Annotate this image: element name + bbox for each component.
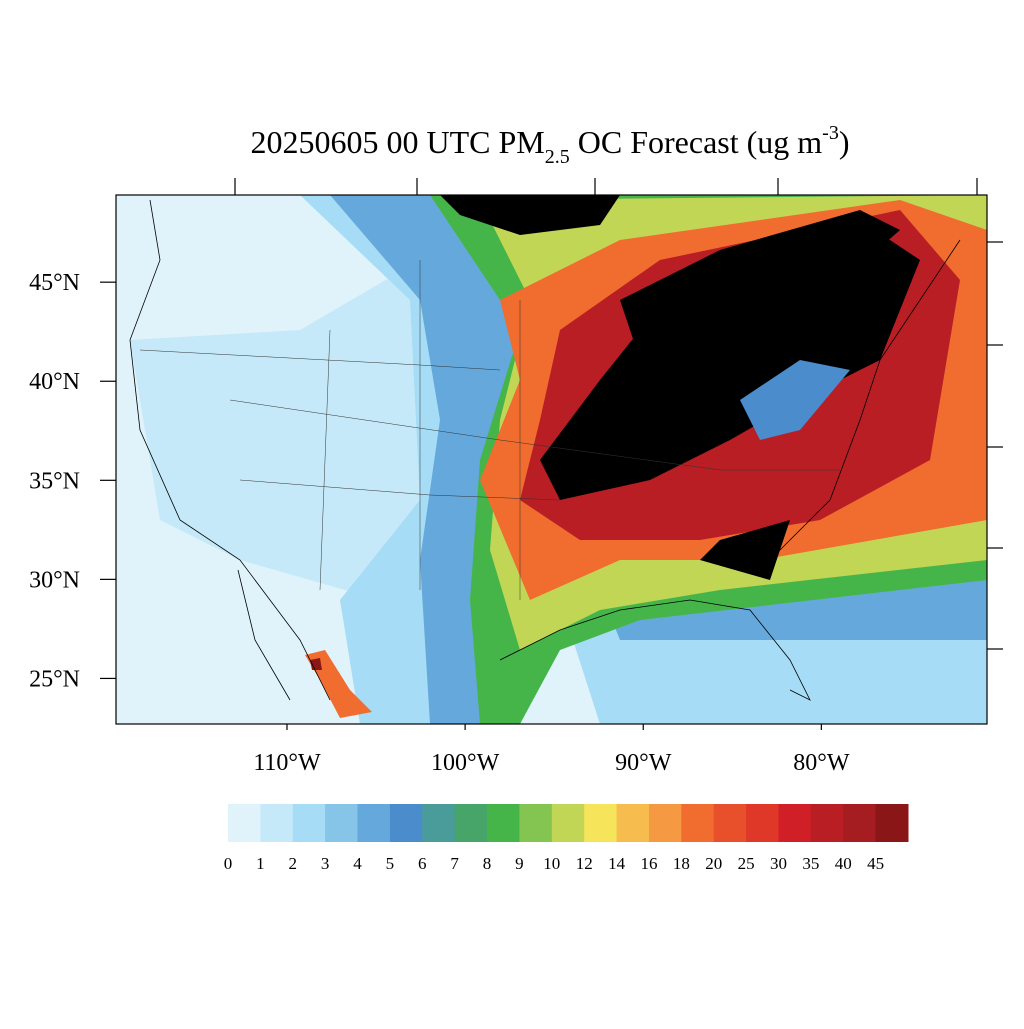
field-region xyxy=(130,260,430,600)
colorbar-label: 8 xyxy=(483,854,492,873)
field-region xyxy=(305,650,372,718)
colorbar-label: 2 xyxy=(289,854,298,873)
colorbar-label: 14 xyxy=(608,854,626,873)
colorbar-label: 30 xyxy=(770,854,787,873)
x-tick-label: 80°W xyxy=(793,750,850,776)
colorbar-label: 5 xyxy=(386,854,395,873)
x-tick-label: 90°W xyxy=(615,750,672,776)
colorbar-box xyxy=(389,804,423,842)
colorbar-box xyxy=(292,804,326,842)
colorbar-box xyxy=(422,804,456,842)
colorbar-label: 1 xyxy=(256,854,265,873)
state-boundary xyxy=(139,260,840,600)
coastline xyxy=(129,199,331,701)
map-title: 20250605 00 UTC PM2.5 OC Forecast (ug m-… xyxy=(251,122,850,168)
colorbar-box xyxy=(648,804,682,842)
colorbar-label: 16 xyxy=(640,854,657,873)
colorbar-label: 7 xyxy=(450,854,459,873)
top-ticks xyxy=(234,178,1003,650)
y-tick-label: 30°N xyxy=(29,567,80,593)
y-tick-label: 40°N xyxy=(29,369,80,395)
colorbar-box xyxy=(357,804,391,842)
colorbar-label: 35 xyxy=(802,854,819,873)
colorbar-box xyxy=(746,804,779,842)
field-region xyxy=(440,195,620,235)
colorbar-box xyxy=(325,804,359,842)
field-region xyxy=(330,195,520,724)
field-region xyxy=(620,210,900,360)
colorbar-label: 25 xyxy=(738,854,755,873)
colorbar-box xyxy=(778,804,812,842)
x-tick-label: 100°W xyxy=(431,750,500,776)
colorbar-label: 4 xyxy=(353,854,362,873)
title-text: OC Forecast (ug m xyxy=(570,124,823,160)
concentration-field xyxy=(116,195,987,724)
colorbar-box xyxy=(713,804,747,842)
colorbar-box xyxy=(519,804,553,842)
colorbar-label: 18 xyxy=(673,854,690,873)
colorbar-box xyxy=(260,804,294,842)
colorbar-label: 20 xyxy=(705,854,722,873)
coastline xyxy=(499,239,961,701)
y-tick-label: 35°N xyxy=(29,468,80,494)
y-tick-label: 45°N xyxy=(29,270,80,296)
field-region xyxy=(310,658,322,670)
colorbar-label: 45 xyxy=(867,854,884,873)
colorbar-label: 12 xyxy=(576,854,593,873)
x-tick-label: 110°W xyxy=(253,750,321,776)
colorbar-box xyxy=(616,804,650,842)
colorbar-box xyxy=(584,804,618,842)
field-region xyxy=(700,520,790,580)
title-text: ) xyxy=(839,124,850,160)
colorbar-label: 3 xyxy=(321,854,330,873)
y-tick-label: 25°N xyxy=(29,666,80,692)
title-superscript: -3 xyxy=(822,122,839,144)
colorbar-label: 10 xyxy=(543,854,560,873)
colorbar-box xyxy=(487,804,520,842)
colorbar-label: 9 xyxy=(515,854,524,873)
colorbar-box xyxy=(810,804,844,842)
colorbar-box xyxy=(875,804,909,842)
colorbar-label: 6 xyxy=(418,854,427,873)
colorbar-box xyxy=(681,804,715,842)
title-subscript: 2.5 xyxy=(545,146,570,168)
colorbar-box xyxy=(228,804,261,842)
colorbar-label: 40 xyxy=(835,854,852,873)
title-text: 20250605 00 UTC PM xyxy=(251,124,545,160)
colorbar-box xyxy=(843,804,877,842)
colorbar-box xyxy=(551,804,585,842)
colorbar-box xyxy=(454,804,488,842)
colorbar-label: 0 xyxy=(224,854,233,873)
map-frame xyxy=(115,194,988,725)
field-region xyxy=(740,360,850,440)
